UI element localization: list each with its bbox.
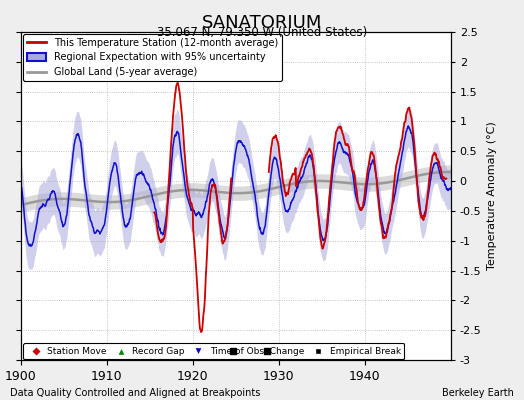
Text: Berkeley Earth: Berkeley Earth — [442, 388, 514, 398]
Y-axis label: Temperature Anomaly (°C): Temperature Anomaly (°C) — [487, 122, 497, 270]
Legend: Station Move, Record Gap, Time of Obs. Change, Empirical Break: Station Move, Record Gap, Time of Obs. C… — [23, 343, 405, 359]
Text: 35.067 N, 79.350 W (United States): 35.067 N, 79.350 W (United States) — [157, 26, 367, 39]
Text: SANATORIUM: SANATORIUM — [202, 14, 322, 32]
Text: Data Quality Controlled and Aligned at Breakpoints: Data Quality Controlled and Aligned at B… — [10, 388, 261, 398]
